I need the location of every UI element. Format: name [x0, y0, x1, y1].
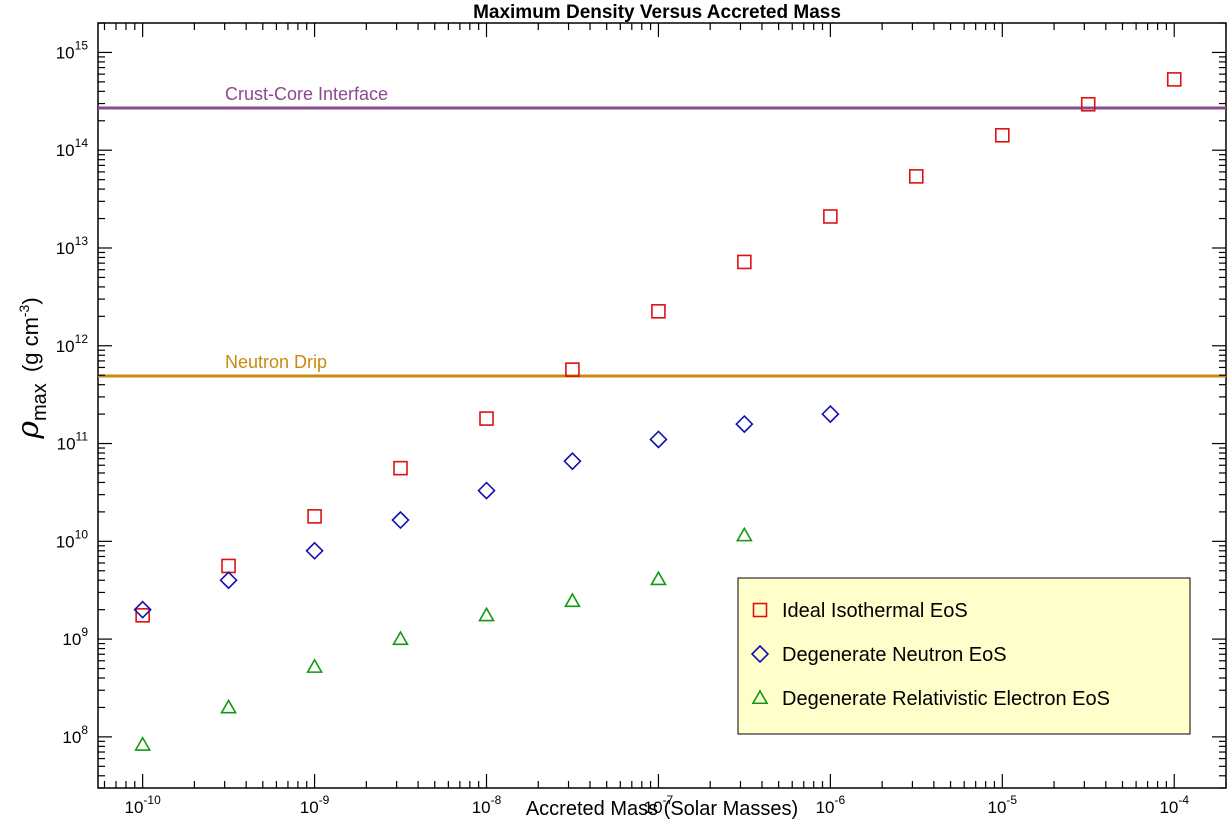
- legend-entry: Degenerate Relativistic Electron EoS: [782, 688, 1110, 710]
- y-axis: 108 109 1010 1011 1012 1013 1014 1015: [56, 22, 1226, 789]
- series-diamond: [133, 404, 840, 619]
- x-tick-label: 10-5: [988, 793, 1018, 817]
- data-point: [649, 430, 668, 449]
- data-point: [735, 414, 754, 434]
- data-point: [821, 404, 840, 424]
- legend-entry: Degenerate Neutron EoS: [782, 644, 1007, 666]
- data-point: [651, 304, 666, 319]
- x-tick-label: 10-8: [472, 793, 502, 817]
- data-point: [479, 411, 494, 426]
- data-point: [219, 571, 238, 590]
- x-tick-label: 10-7: [644, 793, 674, 817]
- reference-lines: Crust-Core Interface Neutron Drip: [98, 84, 1226, 378]
- data-point: [1166, 72, 1182, 87]
- x-axis: 10-10 10-9 10-8 10-7 10-6 10-5 10-4: [103, 23, 1227, 817]
- data-point: [221, 558, 236, 574]
- legend-marker: [751, 689, 769, 705]
- data-point: [392, 630, 409, 646]
- legend-marker: [752, 602, 768, 618]
- y-tick-label: 108: [62, 723, 88, 747]
- data-point: [477, 481, 496, 500]
- data-point: [134, 736, 152, 751]
- x-tick-label: 10-6: [816, 793, 846, 817]
- plot-frame: [97, 22, 1227, 789]
- data-point: [650, 570, 667, 586]
- data-point: [995, 128, 1010, 143]
- data-point: [478, 606, 495, 622]
- x-tick-label: 10-10: [125, 793, 162, 817]
- data-point: [391, 510, 410, 530]
- y-axis-label-unit: (g cm: [18, 317, 43, 372]
- y-tick-label: 1012: [56, 332, 89, 356]
- legend-marker: [750, 644, 770, 664]
- y-tick-label: 1013: [56, 234, 89, 258]
- y-tick-label: 109: [62, 625, 88, 649]
- data-point: [393, 460, 408, 476]
- x-axis-label: Accreted Mass (Solar Masses): [526, 798, 798, 820]
- y-tick-label: 1015: [56, 38, 89, 62]
- x-tick-label: 10-4: [1159, 793, 1189, 817]
- legend: Ideal Isothermal EoS Degenerate Neutron E…: [737, 577, 1191, 735]
- data-points: [133, 72, 1182, 751]
- data-point: [220, 698, 237, 714]
- y-tick-label: 1014: [56, 136, 89, 160]
- chart-title: Maximum Density Versus Accreted Mass: [473, 2, 841, 23]
- y-tick-label: 1010: [56, 527, 89, 551]
- series-triangle: [134, 526, 753, 751]
- y-axis-label-unit-close: ): [18, 297, 43, 304]
- data-point: [563, 452, 582, 471]
- reference-line-label: Crust-Core Interface: [225, 84, 388, 104]
- data-point: [823, 209, 838, 224]
- y-axis-label-subscript: max: [29, 383, 51, 421]
- data-point: [565, 362, 580, 377]
- x-tick-label: 10-9: [300, 793, 330, 817]
- data-point: [306, 658, 323, 673]
- data-point: [307, 509, 322, 524]
- series-square: [135, 72, 1182, 623]
- data-point: [735, 526, 753, 542]
- data-point: [133, 600, 152, 619]
- y-tick-label: 1011: [57, 430, 89, 454]
- reference-line-label: Neutron Drip: [225, 352, 327, 372]
- data-point: [564, 592, 581, 608]
- svg-text:ρmax (g cm-3): ρmax (g cm-3): [11, 297, 51, 439]
- legend-box: [737, 577, 1191, 735]
- y-axis-label: ρmax (g cm-3): [11, 297, 51, 439]
- y-axis-label-symbol: ρ: [11, 421, 46, 440]
- data-point: [135, 608, 150, 623]
- data-point: [737, 254, 752, 270]
- y-axis-label-unit-exponent: -3: [16, 304, 32, 317]
- legend-entry: Ideal Isothermal EoS: [782, 600, 968, 622]
- data-point: [305, 541, 324, 560]
- data-point: [1080, 96, 1096, 112]
- data-point: [908, 169, 924, 184]
